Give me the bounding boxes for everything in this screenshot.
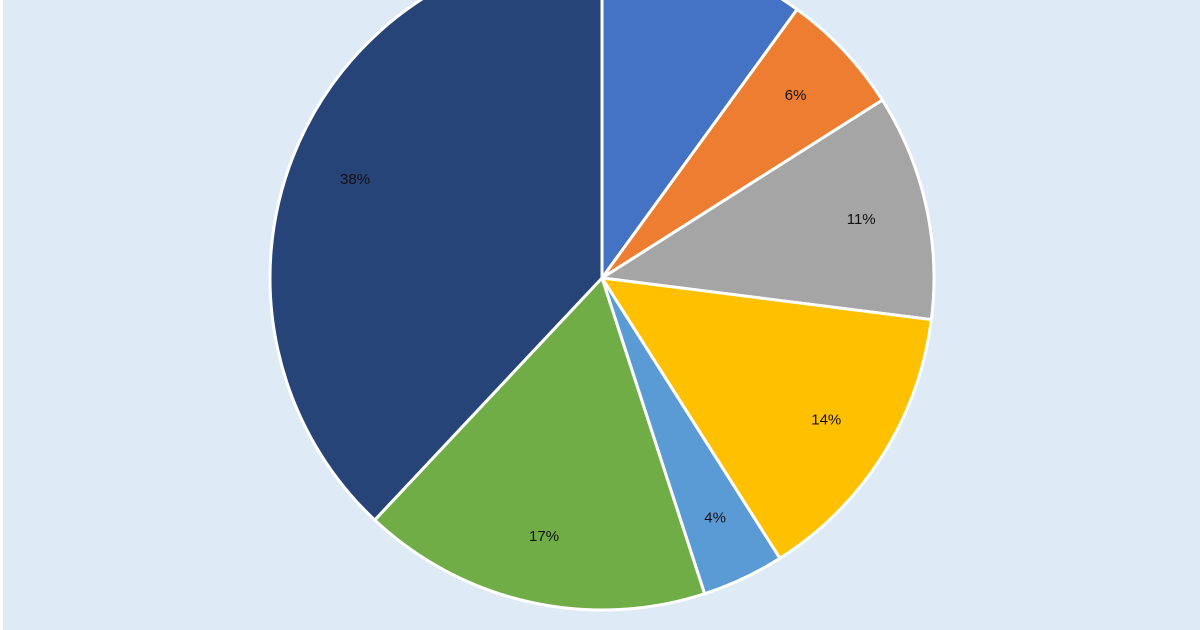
pie-slice-7 bbox=[268, 0, 604, 522]
pie-labels: 6% 11% 14% 4% 17% 38% bbox=[340, 87, 876, 545]
pie-slice-6 bbox=[373, 276, 707, 612]
slice-data-label-4: 14% bbox=[811, 411, 841, 428]
pie-slice-4 bbox=[600, 276, 933, 560]
pie-slices bbox=[268, 0, 936, 612]
slice-data-label-6: 17% bbox=[529, 528, 559, 545]
slice-data-label-7: 38% bbox=[340, 171, 370, 188]
pie-slice-3 bbox=[600, 98, 936, 322]
slice-data-label-5: 4% bbox=[704, 509, 726, 526]
slice-data-label-3: 11% bbox=[847, 211, 876, 228]
pie-slice-2 bbox=[600, 7, 884, 280]
slice-data-label-2: 6% bbox=[785, 87, 807, 104]
